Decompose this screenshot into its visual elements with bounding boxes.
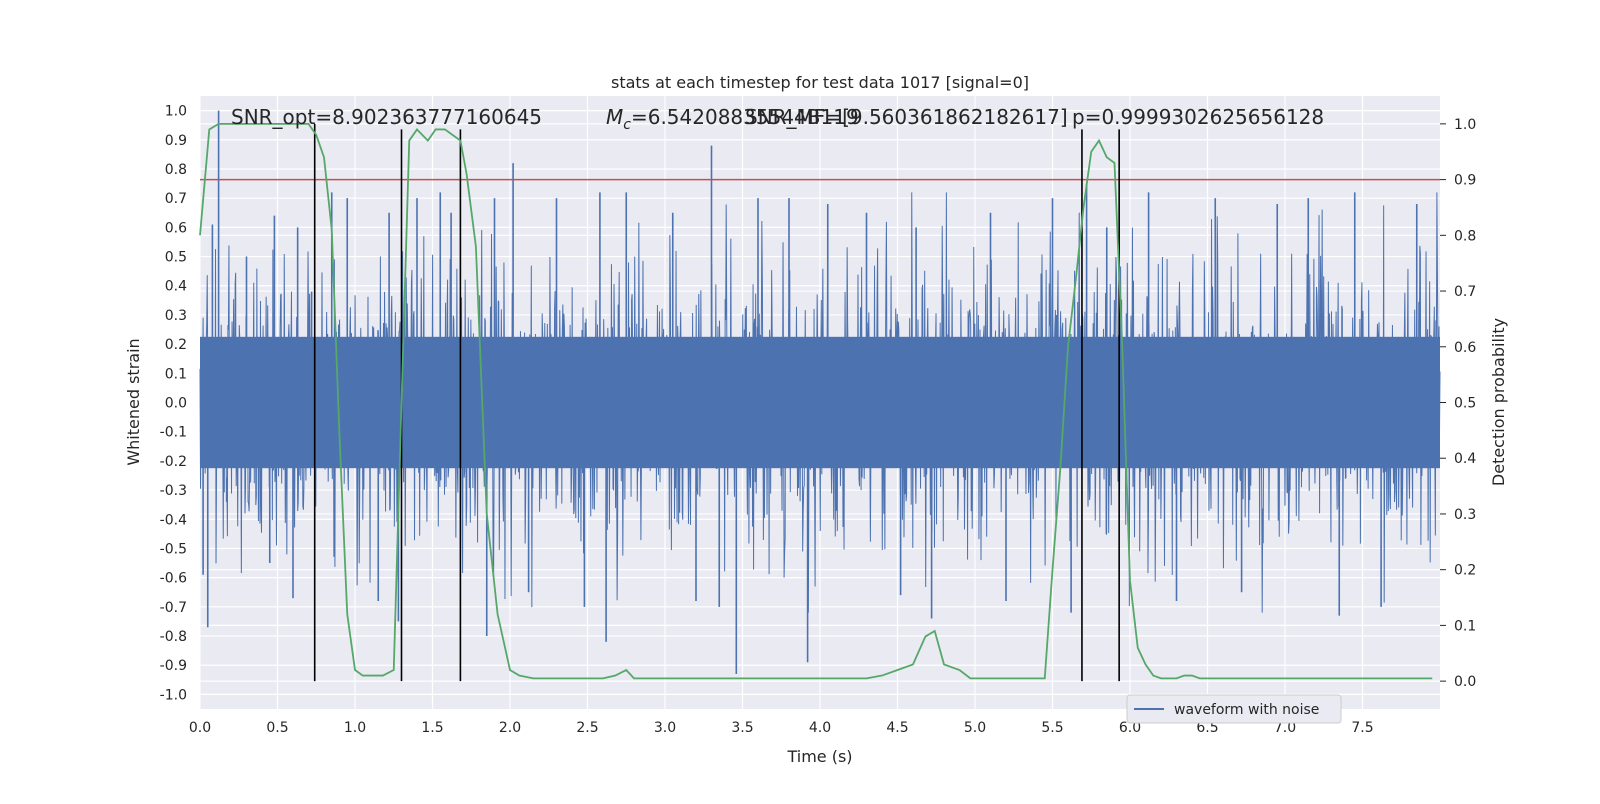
x-tick-label: 2.0 <box>499 720 521 736</box>
legend-box <box>1126 694 1342 724</box>
y-tick-label-left: -0.4 <box>160 512 187 528</box>
x-tick-label: 0.0 <box>189 720 211 736</box>
y-tick-label-left: 0.1 <box>165 366 187 382</box>
y-tick-label-right: 0.8 <box>1454 228 1476 244</box>
y-tick-label-left: 0.4 <box>165 279 187 295</box>
y-axis-label-left: Whitened strain <box>124 338 143 465</box>
y-tick-label-left: -0.3 <box>160 483 187 499</box>
x-tick-label: 1.5 <box>421 720 443 736</box>
x-tick-label: 0.5 <box>266 720 288 736</box>
chart-title: stats at each timestep for test data 101… <box>611 73 1029 92</box>
detection-probability-series <box>199 122 1433 680</box>
x-tick-label: 7.5 <box>1351 720 1373 736</box>
waveform-with-noise-series <box>199 110 1441 674</box>
y-tick-label-left: 0.9 <box>165 133 187 149</box>
y-tick-label-left: 0.7 <box>165 191 187 207</box>
y-tick-label-right: 0.6 <box>1454 340 1476 356</box>
y-tick-label-right: 0.7 <box>1454 284 1476 300</box>
probability-line <box>199 122 1433 680</box>
noise-core-band <box>200 336 1440 469</box>
annotation-probability: p=0.9999302625656128 <box>1072 105 1324 129</box>
y-tick-label-right: 0.9 <box>1454 173 1476 189</box>
y-tick-label-left: -0.1 <box>160 425 187 441</box>
y-tick-label-left: 0.8 <box>165 162 187 178</box>
chirp-mass-subscript: c <box>623 117 631 133</box>
x-tick-label: 1.0 <box>344 720 366 736</box>
x-tick-label: 6.0 <box>1119 720 1141 736</box>
y-tick-label-left: 0.0 <box>165 396 187 412</box>
x-tick-label: 4.0 <box>809 720 831 736</box>
y-tick-label-left: -0.5 <box>160 541 187 557</box>
x-tick-label: 6.5 <box>1196 720 1218 736</box>
y-tick-label-left: -0.8 <box>160 629 187 645</box>
y-tick-label-right: 0.0 <box>1454 674 1476 690</box>
y-tick-label-right: 0.4 <box>1454 451 1476 467</box>
x-axis-label: Time (s) <box>786 747 852 766</box>
y-tick-label-left: -0.9 <box>160 658 187 674</box>
y-tick-label-right: 0.3 <box>1454 507 1476 523</box>
y-tick-label-left: -1.0 <box>160 687 187 703</box>
tick-labels: 0.0 0.5 1.0 1.5 2.0 2.5 3.0 3.5 4.0 4.5 5.0 5.5 6.0 6… <box>160 104 1477 736</box>
y-tick-label-left: 1.0 <box>165 104 187 120</box>
x-tick-label: 5.0 <box>964 720 986 736</box>
x-tick-label: 4.5 <box>886 720 908 736</box>
y-tick-label-right: 0.2 <box>1454 563 1476 579</box>
annotation-snr-mf: SNR_MF=[9.560361862182617] <box>745 105 1068 129</box>
legend-label: waveform with noise <box>1174 702 1319 718</box>
x-tick-label: 5.5 <box>1041 720 1063 736</box>
y-tick-label-left: 0.6 <box>165 220 187 236</box>
x-tick-label: 3.5 <box>731 720 753 736</box>
legend: waveform with noise <box>1126 694 1342 724</box>
x-tick-label: 7.0 <box>1274 720 1296 736</box>
y-tick-label-left: -0.6 <box>160 571 187 587</box>
y-tick-label-left: 0.3 <box>165 308 187 324</box>
y-tick-label-left: -0.7 <box>160 600 187 616</box>
annotation-snr-opt: SNR_opt=8.902363777160645 <box>231 105 542 129</box>
y-tick-label-left: 0.2 <box>165 337 187 353</box>
y-tick-label-left: 0.5 <box>165 250 187 266</box>
y-tick-label-right: 1.0 <box>1454 117 1476 133</box>
x-tick-label: 2.5 <box>576 720 598 736</box>
y-tick-label-left: -0.2 <box>160 454 187 470</box>
y-axis-label-right: Detection probability <box>1489 318 1508 486</box>
chirp-mass-value: =6.54208835544B119 <box>631 105 859 129</box>
x-tick-label: 3.0 <box>654 720 676 736</box>
annotation-chirp-mass: Mc=6.54208835544B119 <box>606 105 859 133</box>
y-tick-label-right: 0.5 <box>1454 396 1476 412</box>
chirp-mass-symbol: M <box>606 105 623 129</box>
y-tick-label-right: 0.1 <box>1454 618 1476 634</box>
